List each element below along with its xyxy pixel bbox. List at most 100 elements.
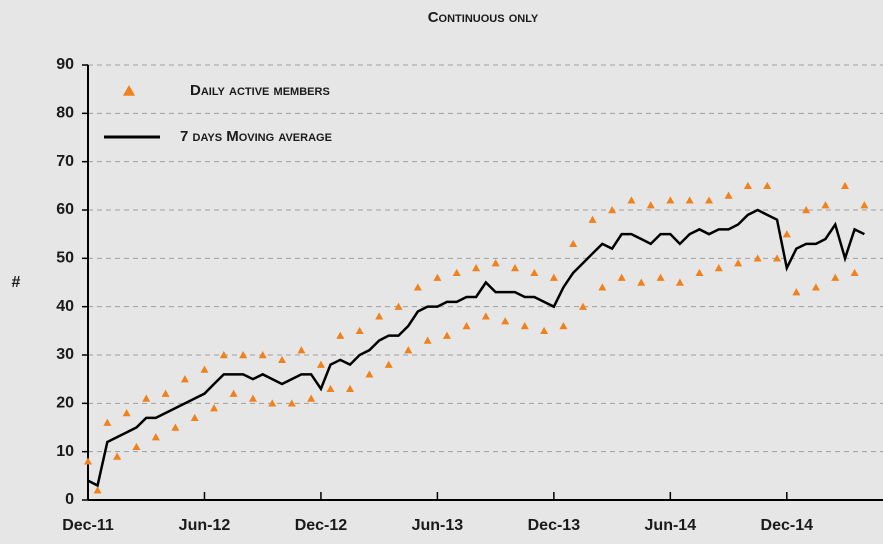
- data-point: [316, 360, 325, 368]
- data-point: [491, 259, 500, 267]
- data-point: [831, 273, 840, 281]
- data-point: [365, 370, 374, 378]
- data-point: [462, 322, 471, 330]
- data-point: [433, 273, 442, 281]
- data-point: [375, 312, 384, 320]
- data-point: [307, 394, 316, 402]
- data-point: [326, 384, 335, 393]
- y-tick-label: 60: [56, 201, 74, 218]
- data-point: [190, 413, 199, 422]
- data-point: [180, 375, 189, 383]
- data-point: [588, 215, 597, 223]
- data-point: [646, 201, 655, 209]
- data-point: [782, 230, 791, 238]
- data-point: [704, 196, 713, 204]
- x-tick-label: Jun-13: [412, 517, 464, 534]
- data-point: [656, 273, 665, 281]
- data-point: [452, 268, 461, 277]
- data-point: [714, 264, 723, 272]
- y-tick-label: 30: [56, 346, 74, 363]
- y-tick-label: 70: [56, 153, 74, 170]
- y-tick-label: 80: [56, 105, 74, 122]
- data-point: [239, 351, 248, 359]
- data-point: [413, 283, 422, 291]
- data-point: [200, 365, 209, 373]
- data-point: [229, 389, 238, 397]
- x-tick-label: Dec-14: [761, 517, 814, 534]
- data-point: [93, 486, 102, 494]
- data-point: [442, 331, 451, 339]
- data-point: [608, 206, 617, 214]
- data-point: [336, 331, 345, 339]
- data-point: [627, 196, 636, 204]
- data-point: [268, 399, 277, 407]
- data-point: [423, 336, 432, 344]
- data-point: [685, 196, 694, 204]
- data-point: [821, 201, 830, 209]
- moving-average-line: [87, 208, 865, 488]
- y-tick-label: 50: [56, 250, 74, 267]
- data-point: [724, 191, 733, 199]
- data-point: [171, 423, 180, 431]
- data-point: [132, 442, 141, 451]
- x-tick-label: Jun-12: [179, 517, 231, 534]
- legend-label: Daily active members: [190, 82, 330, 99]
- data-point: [161, 389, 170, 397]
- chart-title: Continuous only: [428, 9, 539, 26]
- legend-label: 7 days Moving average: [180, 128, 332, 145]
- data-point: [675, 278, 684, 286]
- data-point: [850, 268, 859, 277]
- data-point: [248, 394, 257, 402]
- y-tick-label: 10: [56, 443, 74, 460]
- data-point: [549, 273, 558, 281]
- data-point: [113, 452, 122, 460]
- data-point: [142, 394, 151, 402]
- data-point: [278, 355, 287, 364]
- data-point: [811, 283, 820, 291]
- data-point: [695, 268, 704, 277]
- legend-marker: [123, 85, 135, 96]
- data-point: [578, 302, 587, 310]
- data-point: [122, 409, 131, 417]
- data-point: [404, 346, 413, 354]
- data-point: [637, 278, 646, 286]
- data-point: [540, 326, 549, 335]
- data-point: [860, 201, 869, 209]
- data-point: [151, 433, 160, 441]
- data-point: [258, 351, 267, 359]
- data-point: [472, 264, 481, 272]
- data-point: [617, 273, 626, 281]
- data-point: [763, 181, 772, 190]
- data-point: [481, 312, 490, 320]
- y-tick-label: 0: [65, 491, 74, 508]
- data-point: [802, 206, 811, 214]
- data-point: [510, 264, 519, 272]
- y-axis-label: #: [12, 274, 21, 291]
- data-point: [394, 302, 403, 310]
- data-point: [792, 288, 801, 296]
- data-point: [743, 181, 752, 190]
- y-tick-label: 90: [56, 56, 74, 73]
- y-tick-label: 40: [56, 298, 74, 315]
- x-tick-label: Dec-13: [528, 517, 581, 534]
- data-point: [84, 457, 92, 465]
- data-point: [346, 384, 355, 393]
- x-tick-label: Dec-12: [295, 517, 348, 534]
- data-point: [753, 254, 762, 262]
- data-point: [210, 404, 219, 412]
- x-tick-label: Jun-14: [645, 517, 697, 534]
- data-point: [219, 351, 228, 359]
- data-point: [841, 181, 850, 190]
- x-tick-label: Dec-11: [62, 517, 114, 534]
- data-point: [666, 196, 675, 204]
- data-point: [734, 259, 743, 267]
- data-point: [103, 418, 112, 426]
- data-point: [530, 268, 539, 277]
- data-point: [773, 254, 782, 262]
- data-point: [501, 317, 510, 325]
- data-point: [384, 360, 393, 368]
- data-point: [520, 322, 529, 330]
- data-point: [355, 326, 364, 335]
